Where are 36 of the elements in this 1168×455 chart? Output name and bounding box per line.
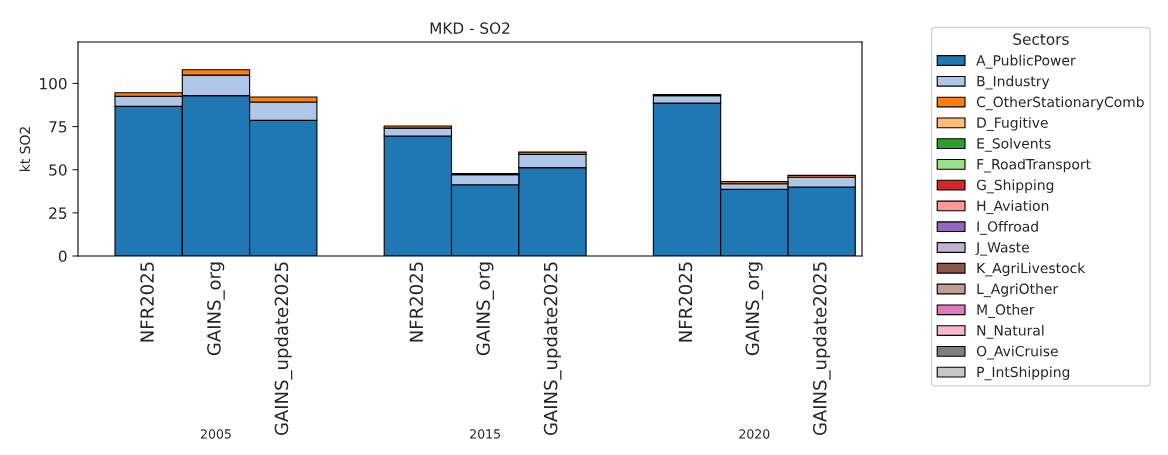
legend-label: G_Shipping: [976, 179, 1054, 194]
x-tick-label: NFR2025: [140, 262, 154, 342]
y-axis-title: kt SO2: [19, 127, 31, 171]
x-tick-label: GAINS_org: [476, 262, 494, 356]
legend-label: N_Natural: [977, 324, 1044, 339]
legend-label: A_PublicPower: [976, 54, 1076, 69]
x-tick-label: GAINS_update2025: [812, 262, 831, 436]
legend-label: O_AviCruise: [976, 345, 1058, 360]
legend-label: H_Aviation: [977, 200, 1049, 215]
x-tick-label: GAINS_org: [207, 262, 225, 356]
legend-title: Sectors: [1013, 33, 1069, 45]
y-tick-label: 50: [49, 164, 67, 176]
text: 2015: [470, 429, 500, 439]
legend-label: D_Fugitive: [977, 117, 1048, 131]
x-tick-label: GAINS_org: [745, 262, 764, 356]
x-tick-label: GAINS_update2025: [543, 262, 562, 436]
legend-label: E_Solvents: [977, 137, 1051, 152]
legend-label: F_RoadTransport: [977, 158, 1091, 173]
legend-label: K_AgriLivestock: [977, 262, 1086, 277]
text: 2005: [200, 429, 231, 439]
legend-label: L_AgriOther: [977, 283, 1059, 298]
legend-label: P_IntShipping: [977, 366, 1070, 381]
y-tick-label: 0: [58, 250, 67, 263]
chart-title: MKD - SO2: [430, 22, 510, 34]
legend-label: J_Waste: [975, 242, 1029, 256]
legend-label: M_Other: [977, 304, 1035, 318]
legend-label: C_OtherStationaryComb: [976, 96, 1144, 111]
x-tick-label: NFR2025: [409, 262, 424, 342]
text: 2020: [739, 429, 770, 439]
y-tick-label: 25: [49, 207, 67, 219]
x-tick-label: GAINS_update2025: [274, 262, 293, 436]
legend-label: B_Industry: [977, 75, 1050, 90]
legend-label: I_Offroad: [977, 221, 1038, 235]
y-tick-label: 75: [49, 121, 67, 133]
y-tick-label: 100: [40, 77, 67, 90]
x-tick-label: NFR2025: [678, 262, 693, 342]
